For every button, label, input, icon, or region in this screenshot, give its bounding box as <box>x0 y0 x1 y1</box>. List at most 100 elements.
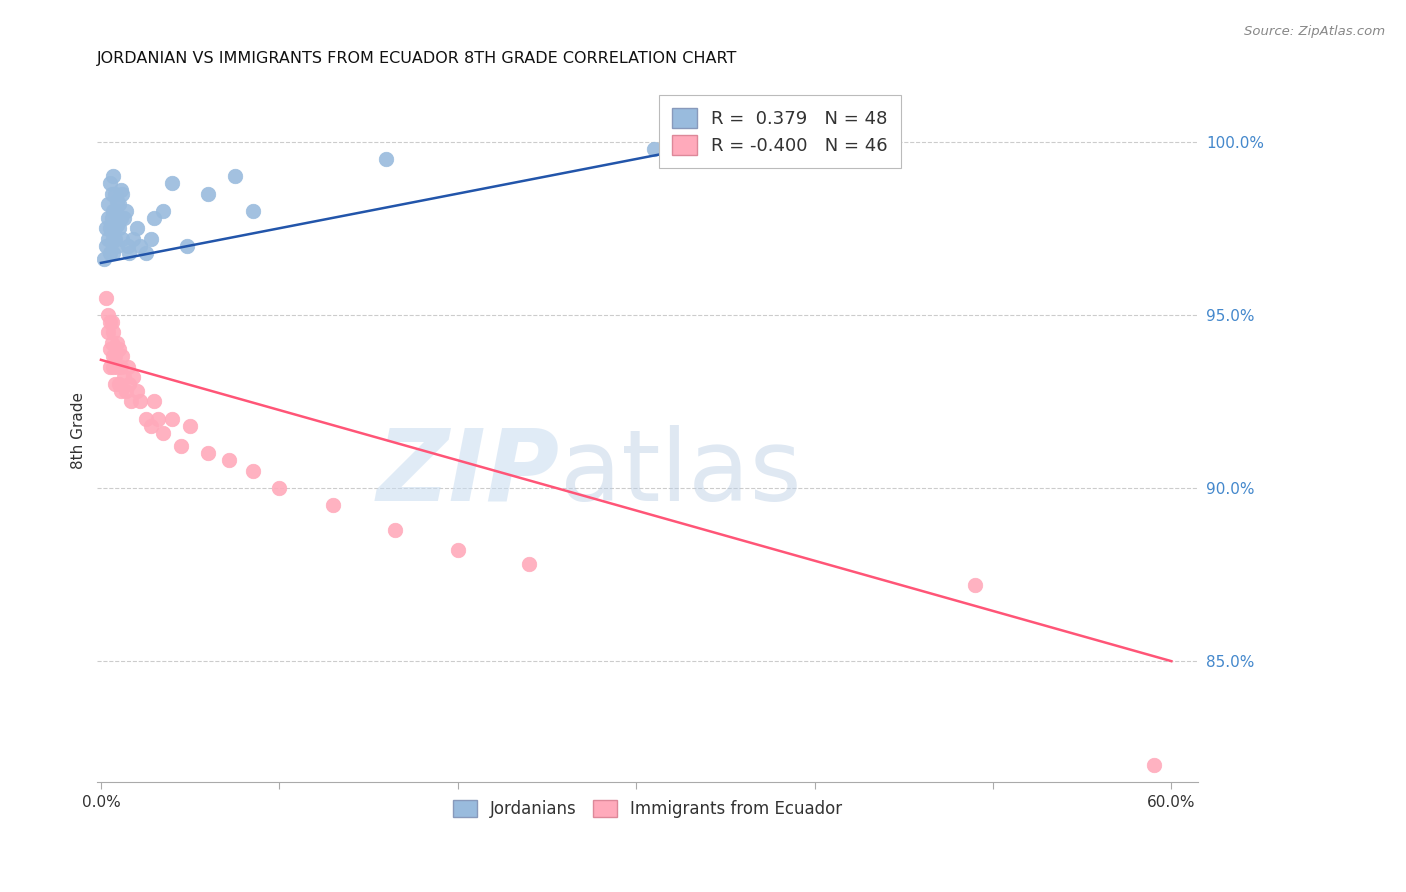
Point <box>122 370 145 384</box>
Point <box>100 335 122 350</box>
Point <box>129 394 152 409</box>
Point <box>107 377 129 392</box>
Point <box>98 343 121 357</box>
Point <box>643 142 665 156</box>
Point <box>104 186 127 201</box>
Point <box>112 370 135 384</box>
Point <box>98 221 121 235</box>
Point <box>115 384 138 398</box>
Point <box>98 245 121 260</box>
Point <box>107 221 129 235</box>
Point <box>269 481 291 495</box>
Point <box>104 377 127 392</box>
Point <box>105 218 128 232</box>
Point <box>97 197 120 211</box>
Point <box>322 498 344 512</box>
Point <box>103 221 125 235</box>
Text: JORDANIAN VS IMMIGRANTS FROM ECUADOR 8TH GRADE CORRELATION CHART: JORDANIAN VS IMMIGRANTS FROM ECUADOR 8TH… <box>97 51 738 66</box>
Point <box>104 232 127 246</box>
Point <box>100 235 122 249</box>
Point <box>120 394 142 409</box>
Point <box>93 252 115 267</box>
Point <box>218 453 240 467</box>
Point <box>105 359 128 374</box>
Point <box>103 359 125 374</box>
Point <box>170 439 193 453</box>
Point <box>110 359 132 374</box>
Text: atlas: atlas <box>560 425 801 522</box>
Point <box>110 384 132 398</box>
Point <box>375 152 398 166</box>
Point <box>129 238 152 252</box>
Point <box>115 203 138 218</box>
Point <box>112 211 135 225</box>
Text: ZIP: ZIP <box>377 425 560 522</box>
Point <box>117 359 139 374</box>
Point <box>97 325 120 339</box>
Point <box>98 176 121 190</box>
Point <box>242 203 264 218</box>
Point <box>97 308 120 322</box>
Y-axis label: 8th Grade: 8th Grade <box>72 392 86 469</box>
Point <box>97 211 120 225</box>
Point <box>103 203 125 218</box>
Point <box>104 350 127 364</box>
Text: Source: ZipAtlas.com: Source: ZipAtlas.com <box>1244 25 1385 38</box>
Point <box>162 176 184 190</box>
Point <box>117 238 139 252</box>
Point <box>965 578 987 592</box>
Point <box>96 221 118 235</box>
Point <box>96 291 118 305</box>
Point <box>103 169 125 184</box>
Point <box>98 359 121 374</box>
Legend: Jordanians, Immigrants from Ecuador: Jordanians, Immigrants from Ecuador <box>447 793 849 824</box>
Point <box>517 557 540 571</box>
Point <box>176 238 198 252</box>
Point <box>107 197 129 211</box>
Point <box>98 315 121 329</box>
Point <box>152 425 174 440</box>
Point <box>96 238 118 252</box>
Point <box>447 543 470 558</box>
Point <box>197 446 219 460</box>
Point <box>104 203 127 218</box>
Point <box>100 211 122 225</box>
Point <box>224 169 246 184</box>
Point <box>103 350 125 364</box>
Point <box>118 245 141 260</box>
Point <box>1142 758 1164 772</box>
Point <box>749 145 772 159</box>
Point <box>122 232 145 246</box>
Point <box>152 203 174 218</box>
Point <box>179 418 201 433</box>
Point <box>139 232 162 246</box>
Point <box>135 411 157 425</box>
Point <box>111 186 134 201</box>
Point <box>146 411 169 425</box>
Point <box>197 186 219 201</box>
Point <box>103 245 125 260</box>
Point <box>107 343 129 357</box>
Point <box>125 384 148 398</box>
Point <box>110 183 132 197</box>
Point <box>118 377 141 392</box>
Point <box>100 186 122 201</box>
Point <box>162 411 184 425</box>
Point <box>100 315 122 329</box>
Point <box>97 232 120 246</box>
Point <box>242 464 264 478</box>
Point <box>384 523 406 537</box>
Point <box>111 350 134 364</box>
Point <box>105 194 128 208</box>
Point <box>143 394 166 409</box>
Point <box>143 211 166 225</box>
Point <box>105 238 128 252</box>
Point <box>110 211 132 225</box>
Point <box>125 221 148 235</box>
Point <box>100 225 122 239</box>
Point <box>139 418 162 433</box>
Point <box>111 232 134 246</box>
Point <box>103 325 125 339</box>
Point <box>135 245 157 260</box>
Point <box>105 335 128 350</box>
